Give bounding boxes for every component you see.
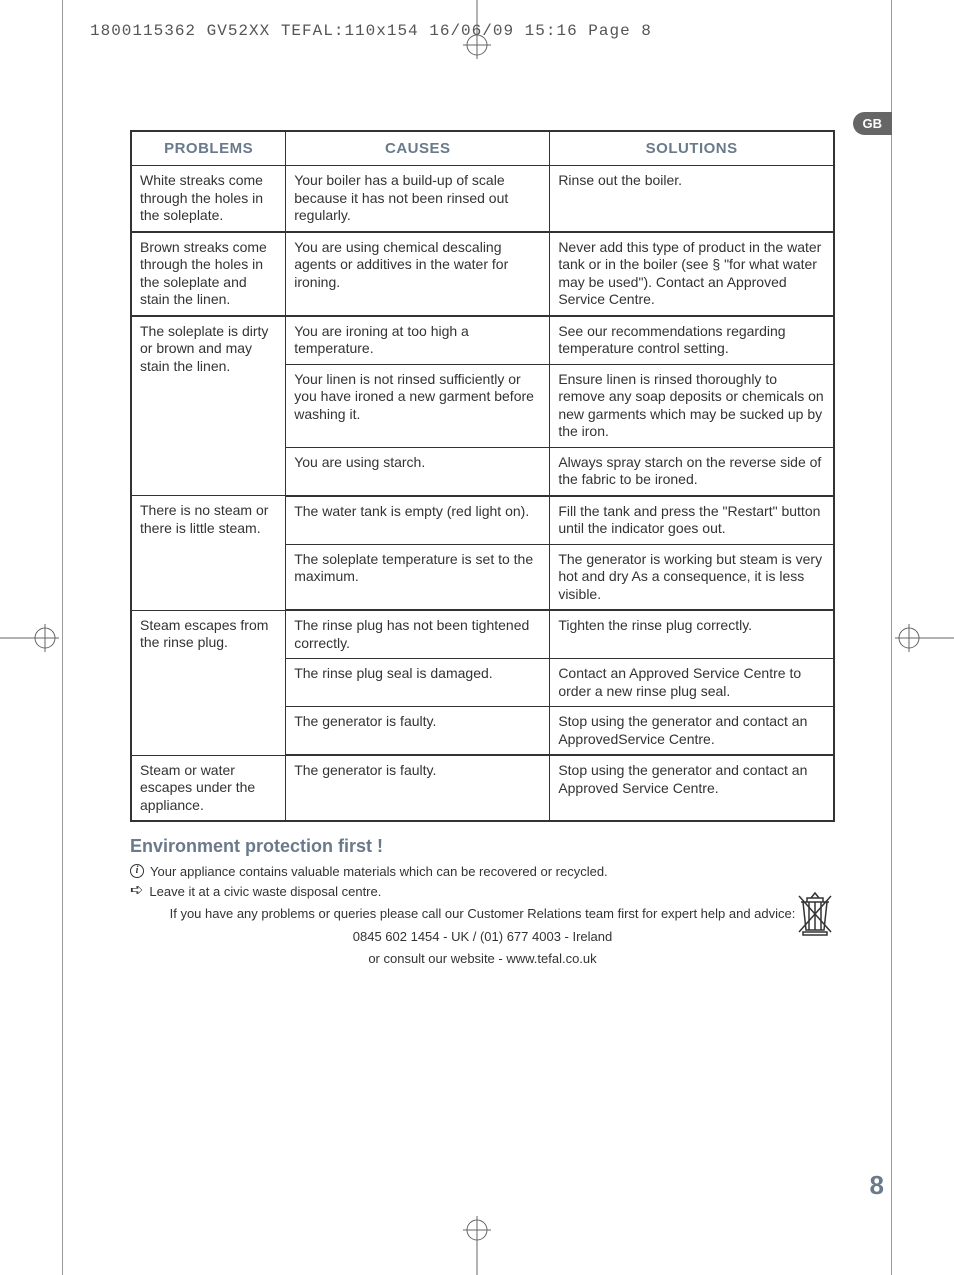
env-line-1: i Your appliance contains valuable mater… — [130, 863, 835, 881]
crop-mark-left — [0, 618, 60, 658]
cell-solution: Rinse out the boiler. — [550, 166, 834, 232]
cell-solution: Fill the tank and press the "Restart" bu… — [550, 496, 834, 545]
footer-line-1: If you have any problems or queries plea… — [130, 905, 835, 923]
env-line-2: ➪ Leave it at a civic waste disposal cen… — [130, 883, 835, 901]
crop-mark-top — [457, 0, 497, 60]
table-row: White streaks come through the holes in … — [131, 166, 834, 232]
crop-mark-right — [894, 618, 954, 658]
cell-cause: The generator is faulty. — [286, 755, 550, 821]
cell-cause: The rinse plug has not been tightened co… — [286, 610, 550, 659]
cell-solution: The generator is working but steam is ve… — [550, 544, 834, 610]
cell-solution: Always spray starch on the reverse side … — [550, 447, 834, 496]
trim-line-left — [62, 0, 63, 1275]
cell-solution: See our recommendations regarding temper… — [550, 316, 834, 365]
troubleshooting-table: PROBLEMS CAUSES SOLUTIONS White streaks … — [130, 130, 835, 822]
language-tab: GB — [853, 112, 893, 135]
cell-cause: Your linen is not rinsed sufficiently or… — [286, 364, 550, 447]
weee-bin-icon — [795, 888, 835, 938]
env-text-2: Leave it at a civic waste disposal centr… — [149, 883, 381, 901]
header-causes: CAUSES — [286, 131, 550, 166]
table-header-row: PROBLEMS CAUSES SOLUTIONS — [131, 131, 834, 166]
cell-cause: You are using starch. — [286, 447, 550, 496]
header-problems: PROBLEMS — [131, 131, 286, 166]
cell-cause: You are ironing at too high a temperatur… — [286, 316, 550, 365]
cell-problem: White streaks come through the holes in … — [131, 166, 286, 232]
table-row: Steam or water escapes under the applian… — [131, 755, 834, 821]
trim-line-right — [891, 0, 892, 1275]
cell-solution: Ensure linen is rinsed thoroughly to rem… — [550, 364, 834, 447]
print-slug: 1800115362 GV52XX TEFAL:110x154 16/06/09… — [90, 22, 652, 40]
cell-solution: Never add this type of product in the wa… — [550, 232, 834, 316]
table-row: Steam escapes from the rinse plug.The ri… — [131, 610, 834, 659]
arrow-icon: ➪ — [130, 884, 143, 898]
cell-solution: Stop using the generator and contact an … — [550, 755, 834, 821]
footer-line-2: 0845 602 1454 - UK / (01) 677 4003 - Ire… — [130, 928, 835, 946]
cell-cause: Your boiler has a build-up of scale beca… — [286, 166, 550, 232]
env-text-1: Your appliance contains valuable materia… — [150, 863, 608, 881]
cell-problem: Steam escapes from the rinse plug. — [131, 610, 286, 755]
cell-solution: Tighten the rinse plug correctly. — [550, 610, 834, 659]
cell-cause: The generator is faulty. — [286, 707, 550, 756]
cell-cause: The soleplate temperature is set to the … — [286, 544, 550, 610]
cell-solution: Contact an Approved Service Centre to or… — [550, 659, 834, 707]
table-row: Brown streaks come through the holes in … — [131, 232, 834, 316]
table-row: The soleplate is dirty or brown and may … — [131, 316, 834, 365]
environment-heading: Environment protection first ! — [130, 836, 835, 857]
crop-mark-bottom — [457, 1215, 497, 1275]
cell-solution: Stop using the generator and contact an … — [550, 707, 834, 756]
page-number: 8 — [870, 1170, 884, 1201]
page-content: PROBLEMS CAUSES SOLUTIONS White streaks … — [130, 130, 835, 968]
cell-problem: Steam or water escapes under the applian… — [131, 755, 286, 821]
header-solutions: SOLUTIONS — [550, 131, 834, 166]
cell-cause: The water tank is empty (red light on). — [286, 496, 550, 545]
cell-cause: The rinse plug seal is damaged. — [286, 659, 550, 707]
table-row: There is no steam or there is little ste… — [131, 496, 834, 545]
footer-line-3: or consult our website - www.tefal.co.uk — [130, 950, 835, 968]
cell-cause: You are using chemical descaling agents … — [286, 232, 550, 316]
cell-problem: Brown streaks come through the holes in … — [131, 232, 286, 316]
cell-problem: There is no steam or there is little ste… — [131, 496, 286, 611]
cell-problem: The soleplate is dirty or brown and may … — [131, 316, 286, 496]
info-icon: i — [130, 864, 144, 878]
